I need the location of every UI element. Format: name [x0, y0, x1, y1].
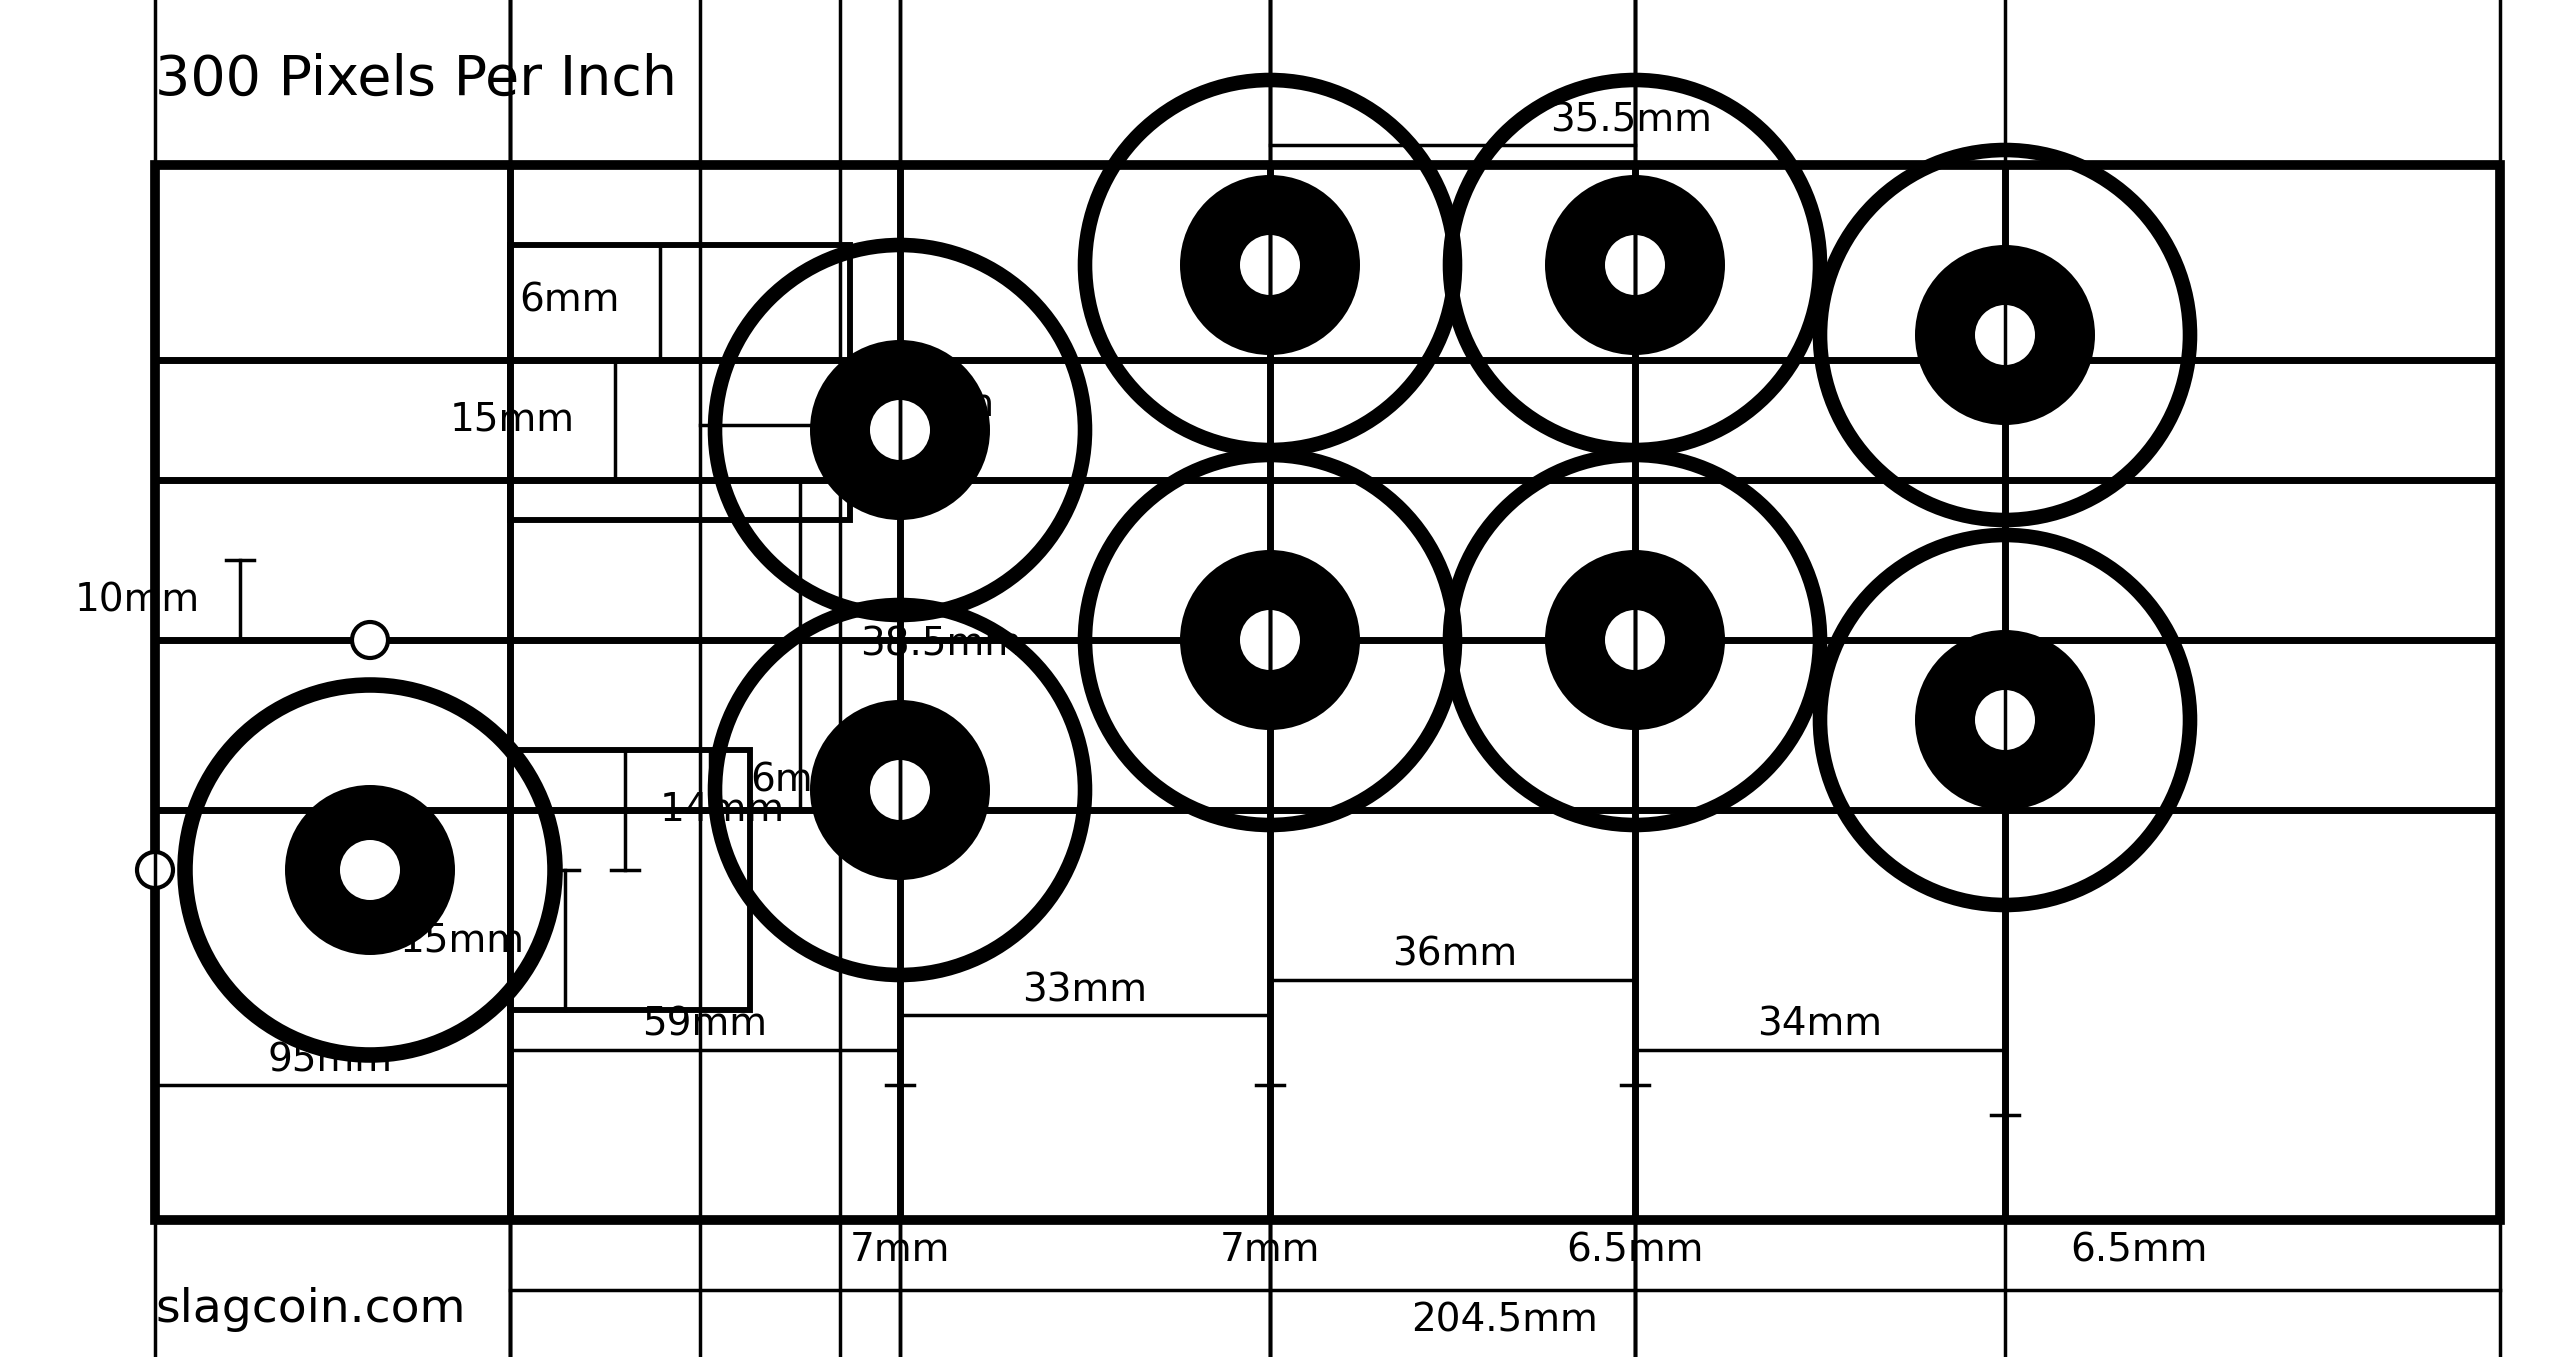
- Text: slagcoin.com: slagcoin.com: [156, 1288, 466, 1333]
- Circle shape: [353, 622, 389, 658]
- Bar: [509, 246, 850, 520]
- Circle shape: [1974, 305, 2035, 365]
- Circle shape: [1605, 235, 1664, 294]
- Circle shape: [1974, 689, 2035, 750]
- Bar: [509, 750, 750, 1010]
- Text: 14mm: 14mm: [660, 791, 786, 829]
- Circle shape: [284, 784, 456, 955]
- Text: 95mm: 95mm: [266, 1041, 392, 1079]
- Circle shape: [1605, 611, 1664, 670]
- Circle shape: [809, 341, 991, 520]
- Text: 15mm: 15mm: [399, 921, 525, 959]
- Text: 14mm: 14mm: [870, 385, 996, 423]
- Circle shape: [1915, 246, 2094, 425]
- Text: 6mm: 6mm: [520, 281, 620, 319]
- Circle shape: [870, 400, 929, 460]
- Text: 15mm: 15mm: [451, 402, 576, 440]
- Text: 35.5mm: 35.5mm: [1549, 100, 1713, 138]
- Text: 34mm: 34mm: [1759, 1006, 1882, 1044]
- Text: 7mm: 7mm: [850, 1231, 950, 1269]
- Text: 59mm: 59mm: [643, 1006, 768, 1044]
- Circle shape: [1180, 175, 1359, 356]
- Circle shape: [1239, 611, 1300, 670]
- Circle shape: [138, 852, 174, 887]
- Text: 6.5mm: 6.5mm: [1567, 1231, 1705, 1269]
- Circle shape: [1546, 550, 1725, 730]
- Text: 300 Pixels Per Inch: 300 Pixels Per Inch: [156, 53, 676, 107]
- Text: 33mm: 33mm: [1021, 972, 1147, 1010]
- Text: 36mm: 36mm: [1393, 936, 1518, 974]
- Text: 204.5mm: 204.5mm: [1411, 1301, 1597, 1339]
- Circle shape: [1915, 630, 2094, 810]
- Text: 38.5mm: 38.5mm: [860, 626, 1021, 664]
- Circle shape: [1239, 235, 1300, 294]
- Circle shape: [340, 840, 399, 900]
- Circle shape: [1546, 175, 1725, 356]
- Text: 6.5mm: 6.5mm: [2071, 1231, 2207, 1269]
- Text: 10mm: 10mm: [74, 581, 200, 619]
- Circle shape: [1180, 550, 1359, 730]
- Text: 6mm: 6mm: [750, 761, 850, 799]
- Circle shape: [809, 700, 991, 879]
- Text: 7mm: 7mm: [1219, 1231, 1321, 1269]
- Circle shape: [870, 760, 929, 820]
- Bar: [156, 166, 2501, 1220]
